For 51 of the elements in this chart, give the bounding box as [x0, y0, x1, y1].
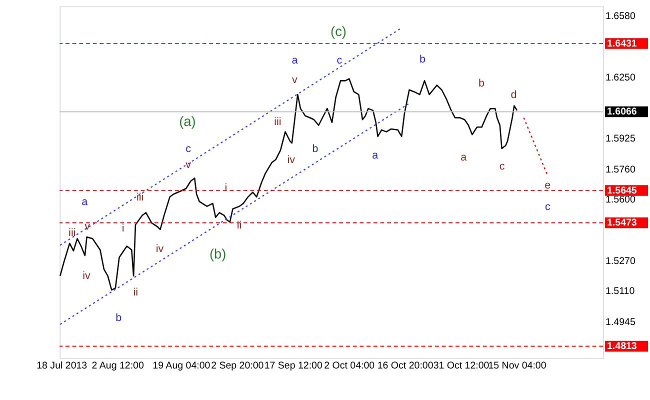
y-tick-label: 1.5760	[606, 164, 636, 176]
annotation: iii	[136, 191, 144, 204]
annotation: (b)	[209, 246, 226, 262]
x-tick-label: 19 Aug 04:00	[152, 360, 211, 372]
annotation: iii	[274, 116, 282, 128]
annotation: e	[544, 179, 551, 192]
ref-line-label: 1.6431	[606, 38, 638, 50]
annotation: a	[82, 196, 88, 208]
x-tick-label: 18 Jul 2013	[36, 360, 88, 372]
x-tick-label: 2 Aug 12:00	[92, 360, 144, 372]
ref-line-label: 1.5473	[606, 218, 638, 229]
annotation: v	[84, 220, 91, 232]
x-tick-label: 2 Sep 20:00	[211, 360, 264, 372]
annotation: b	[478, 78, 485, 90]
annotation: iv	[287, 154, 296, 166]
annotation: c	[544, 200, 551, 213]
x-tick-label: 31 Oct 12:00	[433, 360, 490, 372]
x-tick-label: 15 Nov 04:00	[488, 360, 547, 372]
annotation: iii	[68, 226, 76, 239]
annotation: b	[116, 312, 122, 324]
annotation: d	[510, 88, 517, 101]
ref-line-label: 1.6066	[606, 106, 638, 118]
y-tick-label: 1.4945	[606, 317, 636, 328]
annotation: v	[292, 74, 298, 86]
y-tick-label: 1.6580	[606, 10, 636, 22]
annotation: v	[186, 158, 192, 171]
y-tick-label: 1.5110	[606, 286, 636, 298]
annotation: (c)	[330, 24, 346, 40]
annotation: b	[420, 53, 426, 66]
annotation: c	[499, 160, 506, 173]
y-tick-label: 1.5600	[606, 194, 636, 206]
x-tick-label: 16 Oct 20:00	[377, 360, 434, 372]
y-tick-label: 1.6250	[606, 72, 636, 84]
annotation: a	[460, 151, 467, 164]
x-tick-label: 2 Oct 04:00	[324, 360, 376, 372]
x-tick-label: 17 Sep 12:00	[264, 360, 323, 372]
annotation: a	[372, 149, 378, 162]
ref-line-label: 1.4813	[606, 341, 638, 352]
annotation: iv	[156, 242, 164, 255]
annotation: ii	[133, 286, 138, 299]
annotation: iv	[82, 270, 91, 282]
annotation: a	[292, 54, 298, 66]
annotation: (a)	[179, 114, 196, 129]
annotation: c	[336, 54, 343, 66]
y-tick-label: 1.5925	[606, 134, 636, 145]
annotation: i	[224, 182, 228, 194]
annotation: i	[122, 222, 124, 234]
y-tick-label: 1.5270	[606, 256, 636, 268]
annotation: b	[312, 142, 318, 155]
annotation: c	[186, 142, 192, 155]
ref-line-label: 1.5645	[606, 185, 638, 196]
